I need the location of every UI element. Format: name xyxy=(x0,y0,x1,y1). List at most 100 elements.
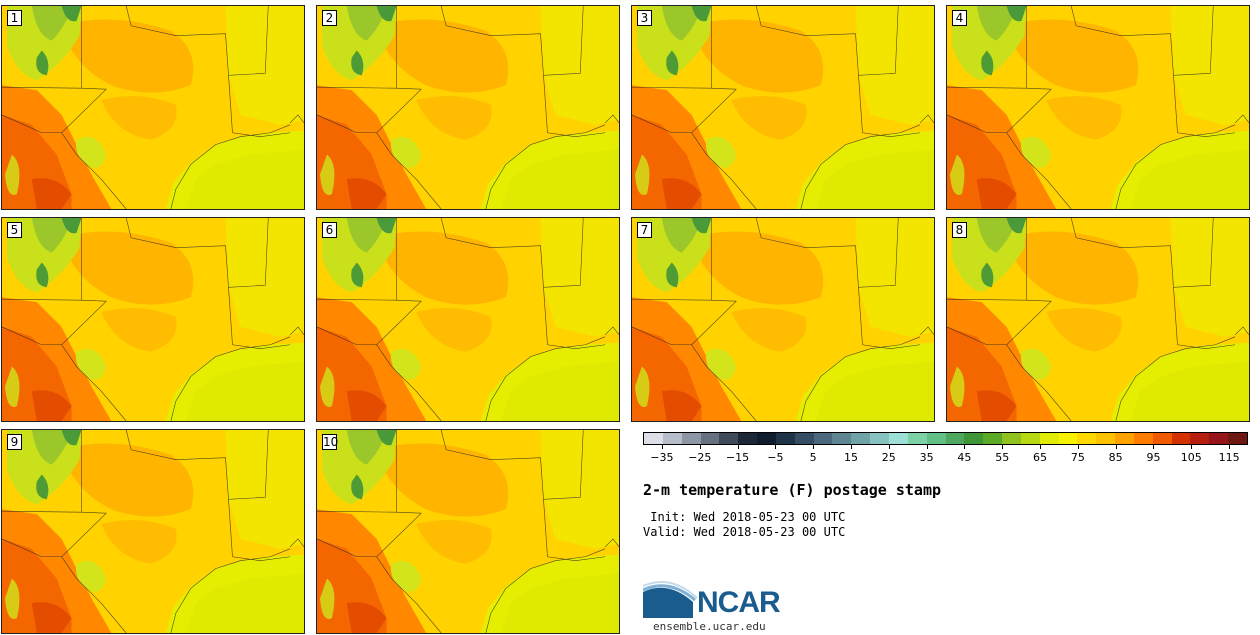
init-time: Init: Wed 2018-05-23 00 UTC xyxy=(643,510,846,524)
colorbar-swatch xyxy=(1228,433,1247,444)
stamp-panel: 5 xyxy=(1,217,305,422)
member-number: 2 xyxy=(322,10,337,26)
colorbar-tick-label: 85 xyxy=(1108,451,1123,464)
temperature-map xyxy=(317,430,619,633)
colorbar-swatch xyxy=(775,433,795,444)
stamp-panel: 3 xyxy=(631,5,935,210)
colorbar-swatch xyxy=(813,433,833,444)
colorbar-swatch xyxy=(832,433,852,444)
colorbar-swatch xyxy=(851,433,871,444)
colorbar-swatch xyxy=(1096,433,1116,444)
colorbar-tick xyxy=(1077,445,1079,449)
colorbar-swatch xyxy=(719,433,739,444)
member-number: 1 xyxy=(7,10,22,26)
ncar-logo-text: NCAR xyxy=(697,586,781,619)
colorbar-swatch xyxy=(1190,433,1210,444)
member-number: 4 xyxy=(952,10,967,26)
colorbar-swatch xyxy=(945,433,965,444)
temperature-map xyxy=(2,6,304,209)
colorbar-tick xyxy=(850,445,852,449)
colorbar-tick-label: 105 xyxy=(1180,451,1202,464)
temperature-map xyxy=(2,430,304,633)
colorbar-swatch xyxy=(1077,433,1097,444)
stamp-panel: 4 xyxy=(946,5,1250,210)
colorbar-swatch xyxy=(681,433,701,444)
stamp-panel: 6 xyxy=(316,217,620,422)
stamp-panel: 8 xyxy=(946,217,1250,422)
colorbar-tick xyxy=(661,445,663,449)
colorbar-swatch xyxy=(1133,433,1153,444)
colorbar-tick-label: −25 xyxy=(688,451,712,464)
colorbar-tick-label: 95 xyxy=(1146,451,1161,464)
colorbar-swatch xyxy=(1058,433,1078,444)
colorbar-tick-label: 55 xyxy=(995,451,1010,464)
colorbar-swatch xyxy=(662,433,682,444)
stamp-panel: 10 xyxy=(316,429,620,634)
colorbar-tick-label: 15 xyxy=(843,451,858,464)
temperature-map xyxy=(2,218,304,421)
colorbar-tick xyxy=(964,445,966,449)
temperature-map xyxy=(632,6,934,209)
temperature-map xyxy=(317,6,619,209)
temperature-map xyxy=(632,218,934,421)
website-url: ensemble.ucar.edu xyxy=(653,620,766,633)
stamp-panel: 9 xyxy=(1,429,305,634)
colorbar-tick xyxy=(888,445,890,449)
colorbar-swatch xyxy=(907,433,927,444)
colorbar-swatch xyxy=(1115,433,1134,444)
colorbar-swatch xyxy=(757,433,776,444)
temperature-map xyxy=(317,218,619,421)
colorbar-swatch xyxy=(700,433,720,444)
colorbar-tick xyxy=(1191,445,1193,449)
colorbar-tick-label: 115 xyxy=(1218,451,1240,464)
colorbar-swatch xyxy=(983,433,1003,444)
colorbar-tick xyxy=(1115,445,1117,449)
member-number: 8 xyxy=(952,222,967,238)
colorbar-tick-label: 75 xyxy=(1070,451,1085,464)
chart-title: 2-m temperature (F) postage stamp xyxy=(643,481,942,499)
temperature-map xyxy=(947,6,1249,209)
colorbar-swatch xyxy=(926,433,946,444)
member-number: 9 xyxy=(7,434,22,450)
member-number: 5 xyxy=(7,222,22,238)
colorbar-swatch xyxy=(738,433,758,444)
colorbar-tick-label: 35 xyxy=(919,451,934,464)
colorbar-tick xyxy=(737,445,739,449)
ncar-logo-icon xyxy=(643,581,698,618)
colorbar-swatch xyxy=(964,433,984,444)
colorbar-swatch xyxy=(1152,433,1172,444)
colorbar-tick-label: −15 xyxy=(725,451,750,464)
colorbar-swatch xyxy=(794,433,814,444)
colorbar-swatch xyxy=(1171,433,1191,444)
colorbar-tick xyxy=(775,445,777,449)
stamp-panel: 1 xyxy=(1,5,305,210)
colorbar-tick-label: 25 xyxy=(881,451,896,464)
colorbar-ticks: −35 −25 −15 −5 5 15 25 35 45 55 65 75 85 95 105 115 xyxy=(643,445,1248,467)
colorbar-tick-label: −35 xyxy=(650,451,674,464)
colorbar-tick xyxy=(1040,445,1042,449)
member-number: 10 xyxy=(322,434,339,450)
member-number: 7 xyxy=(637,222,652,238)
colorbar-tick xyxy=(926,445,928,449)
member-number: 3 xyxy=(637,10,652,26)
temperature-colorbar xyxy=(643,432,1248,445)
temperature-map xyxy=(947,218,1249,421)
valid-time: Valid: Wed 2018-05-23 00 UTC xyxy=(643,525,846,539)
stamp-panel: 7 xyxy=(631,217,935,422)
colorbar-swatch xyxy=(1002,433,1021,444)
colorbar-tick xyxy=(1229,445,1231,449)
stamp-panel: 2 xyxy=(316,5,620,210)
colorbar-swatch xyxy=(888,433,908,444)
colorbar-tick-label: 65 xyxy=(1033,451,1048,464)
colorbar-tick-label: 45 xyxy=(957,451,972,464)
colorbar-tick-label: 5 xyxy=(809,451,817,464)
member-number: 6 xyxy=(322,222,337,238)
colorbar-swatch xyxy=(644,433,663,444)
colorbar-swatch xyxy=(870,433,889,444)
colorbar-swatch xyxy=(1020,433,1040,444)
colorbar-tick xyxy=(699,445,701,449)
colorbar-tick-label: −5 xyxy=(767,451,784,464)
colorbar-swatch xyxy=(1209,433,1229,444)
colorbar-swatch xyxy=(1039,433,1059,444)
colorbar-tick xyxy=(1153,445,1155,449)
